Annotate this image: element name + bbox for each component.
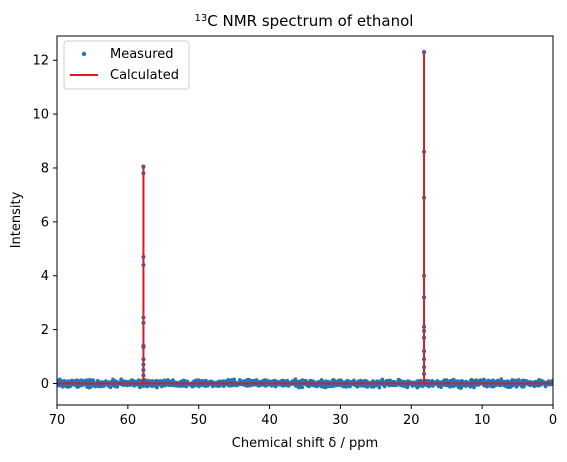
measured-point xyxy=(319,384,324,389)
legend-marker-measured xyxy=(81,51,87,57)
title-main: C NMR spectrum of ethanol xyxy=(207,12,413,30)
measured-peak-points-layer xyxy=(141,50,427,378)
measured-peak-point xyxy=(141,320,146,325)
measured-point xyxy=(472,385,476,390)
legend-label-measured: Measured xyxy=(110,47,174,62)
y-axis-label: Intensity xyxy=(9,191,24,248)
measured-point xyxy=(119,377,124,382)
plot-frame xyxy=(56,35,554,406)
y-tick-label: 6 xyxy=(41,215,49,230)
measured-peak-point xyxy=(141,254,146,259)
legend-box xyxy=(63,40,190,90)
chart-title: 13C NMR spectrum of ethanol xyxy=(195,12,414,30)
y-tick-label: 2 xyxy=(41,323,49,338)
x-tick-label: 30 xyxy=(332,413,349,428)
measured-peak-point xyxy=(141,344,146,350)
x-tick-label: 0 xyxy=(549,413,557,428)
measured-peak-point xyxy=(141,315,146,320)
measured-peak-point xyxy=(141,164,146,169)
measured-peak-point xyxy=(421,273,427,278)
measured-peak-point xyxy=(421,149,427,154)
measured-point xyxy=(499,377,504,382)
y-tick-label: 8 xyxy=(41,161,49,176)
y-tick-label: 0 xyxy=(41,377,49,392)
measured-peak-point xyxy=(421,335,427,340)
measured-peak-point xyxy=(141,362,146,367)
measured-point xyxy=(237,378,242,382)
measured-peak-point xyxy=(421,357,427,362)
x-tick-label: 20 xyxy=(403,413,420,428)
x-tick-label: 10 xyxy=(474,413,491,428)
x-tick-label: 50 xyxy=(190,413,207,428)
x-axis-ticks: 70 60 50 40 30 20 10 0 xyxy=(49,405,557,428)
measured-point xyxy=(468,378,473,383)
measured-peak-point xyxy=(421,50,427,55)
x-tick-label: 40 xyxy=(261,413,278,428)
x-tick-label: 60 xyxy=(120,413,137,428)
measured-peak-point xyxy=(141,171,146,176)
legend: Measured Calculated xyxy=(63,40,190,90)
measured-peak-point xyxy=(421,365,427,370)
y-tick-label: 12 xyxy=(32,54,49,69)
measured-point xyxy=(448,378,453,383)
measured-peak-point xyxy=(421,328,427,334)
title-superscript: 13 xyxy=(195,13,208,24)
measured-peak-point xyxy=(421,295,427,300)
y-axis-ticks: 0 2 4 6 8 10 12 xyxy=(32,54,57,392)
x-tick-label: 70 xyxy=(49,413,66,428)
measured-peak-point xyxy=(421,349,427,354)
y-tick-label: 4 xyxy=(41,269,49,284)
measured-peak-point xyxy=(421,324,427,329)
x-axis-label: Chemical shift δ / ppm xyxy=(232,436,378,451)
measured-peak-point xyxy=(141,373,146,378)
measured-point xyxy=(396,377,401,382)
measured-peak-point xyxy=(421,195,427,200)
measured-point xyxy=(377,385,382,390)
measured-peak-point xyxy=(421,371,427,377)
y-tick-label: 10 xyxy=(32,108,49,123)
measured-peak-point xyxy=(141,367,146,373)
plot-area xyxy=(57,50,553,390)
legend-label-calculated: Calculated xyxy=(110,68,179,83)
measured-peak-point xyxy=(141,262,146,268)
measured-peak-point xyxy=(141,357,146,362)
measured-point xyxy=(165,378,170,382)
